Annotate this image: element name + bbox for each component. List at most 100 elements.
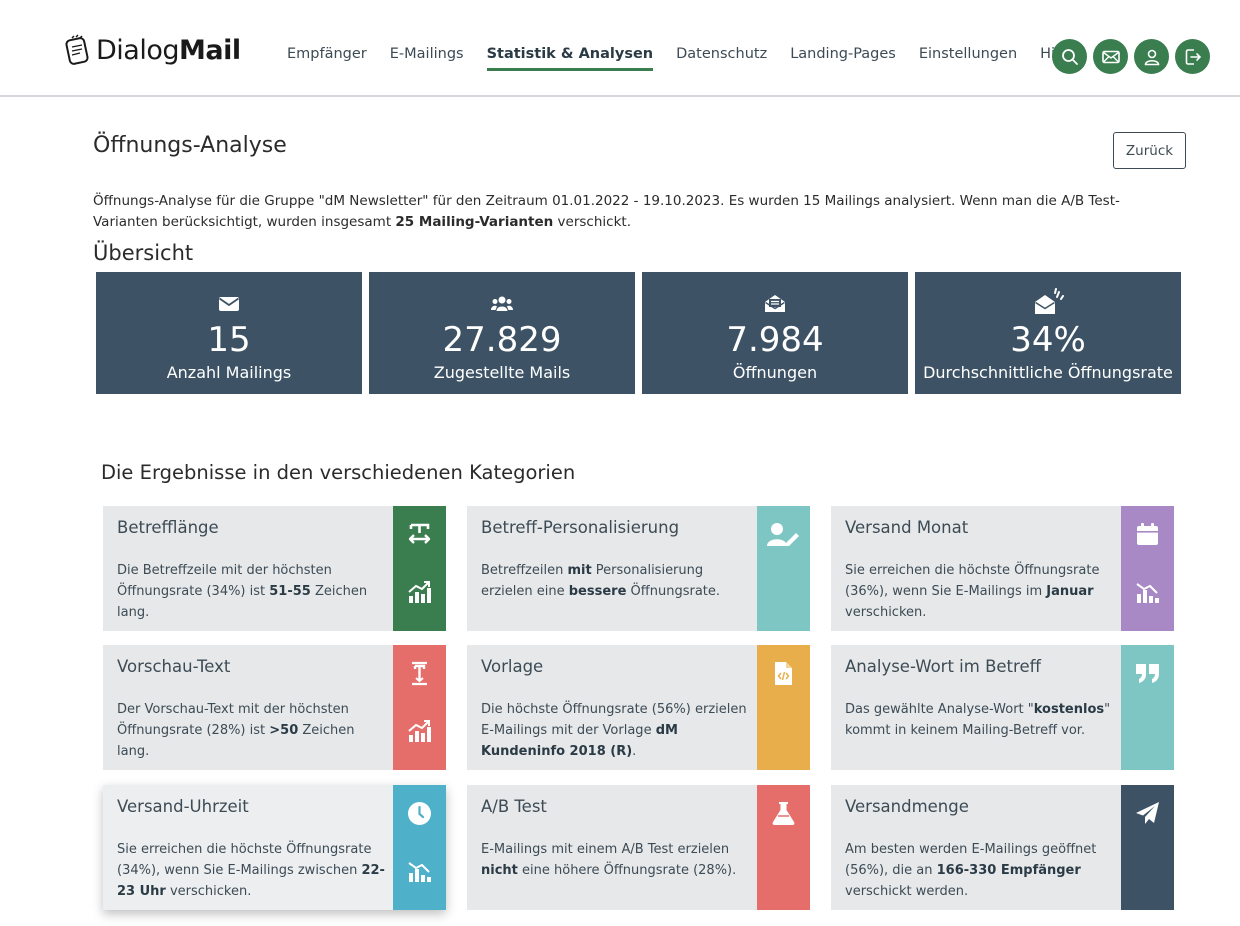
card-versand-monat[interactable]: Versand Monat Sie erreichen die höchste … (831, 506, 1174, 631)
card-vorschau-text[interactable]: Vorschau-Text Der Vorschau-Text mit der … (103, 645, 446, 770)
text-height-icon (407, 661, 432, 686)
card-vorlage[interactable]: Vorlage Die höchste Öffnungsrate (56%) e… (467, 645, 810, 770)
card-text: Sie erreichen die höchste Öffnungsrate (… (117, 842, 385, 899)
main-nav: Empfänger E-Mailings Statistik & Analyse… (287, 46, 1096, 71)
chart-mixed-icon (1135, 580, 1160, 605)
card-text-highlight: nicht (481, 863, 518, 878)
page-title: Öffnungs-Analyse (93, 133, 287, 158)
top-header: DialogMail Empfänger E-Mailings Statisti… (0, 0, 1240, 97)
stat-value: 7.984 (726, 320, 824, 360)
dialogmail-logo[interactable]: DialogMail (64, 32, 241, 68)
card-betreff-personalisierung[interactable]: Betreff-Personalisierung Betreffzeilen m… (467, 506, 810, 631)
flask-icon (771, 801, 796, 826)
nav-item-empfaenger[interactable]: Empfänger (287, 46, 367, 62)
users-icon (369, 292, 635, 316)
chart-up-icon (407, 580, 432, 605)
card-icon-strip (393, 785, 446, 910)
stat-label: Öffnungen (732, 363, 818, 382)
clock-icon (407, 801, 432, 826)
stat-tile-mailings: 15 Anzahl Mailings (96, 272, 362, 394)
stat-tile-delivered: 27.829 Zugestellte Mails (369, 272, 635, 394)
card-ab-test[interactable]: A/B Test E-Mailings mit einem A/B Test e… (467, 785, 810, 910)
card-title: Betreff-Personalisierung (481, 518, 680, 537)
header-actions (1052, 39, 1216, 74)
card-title: Analyse-Wort im Betreff (845, 657, 1041, 676)
text-width-icon (407, 522, 432, 547)
search-icon (1061, 48, 1078, 65)
intro-text-end: verschickt. (553, 214, 631, 230)
search-button[interactable] (1052, 39, 1087, 74)
quote-icon (1135, 661, 1160, 686)
card-analyse-wort[interactable]: Analyse-Wort im Betreff Das gewählte Ana… (831, 645, 1174, 770)
chart-up-icon (407, 719, 432, 744)
card-text: Betreffzeilen mit Personalisierung erzie… (481, 563, 721, 599)
nav-item-e-mailings[interactable]: E-Mailings (389, 46, 464, 62)
mail-button[interactable] (1093, 39, 1128, 74)
categories-heading: Die Ergebnisse in den verschiedenen Kate… (101, 461, 576, 484)
back-button[interactable]: Zurück (1113, 132, 1186, 169)
envelope-icon (1101, 50, 1120, 63)
file-code-icon (771, 661, 796, 686)
card-title: Versand Monat (845, 518, 969, 537)
card-text-highlight: dM Kundeninfo 2018 (R) (481, 723, 678, 759)
chart-mixed-icon (407, 859, 432, 884)
card-text: Die Betreffzeile mit der höchsten Öffnun… (117, 563, 368, 620)
logout-icon (1185, 48, 1201, 65)
envelope-icon (96, 292, 362, 316)
envelope-open-text-icon (642, 292, 908, 316)
paper-plane-icon (1135, 801, 1160, 826)
card-text: Das gewählte Analyse-Wort "kostenlos" ko… (845, 702, 1111, 738)
card-text-highlight: 51-55 (269, 584, 311, 599)
nav-item-einstellungen[interactable]: Einstellungen (918, 46, 1018, 62)
card-text-highlight: Januar (1046, 584, 1094, 599)
card-text: Sie erreichen die höchste Öffnungsrate (… (845, 563, 1100, 620)
user-icon (1144, 49, 1159, 65)
card-icon-strip (393, 506, 446, 631)
card-title: Versandmenge (845, 797, 969, 816)
card-icon-strip (757, 506, 810, 631)
card-text: Der Vorschau-Text mit der höchsten Öffnu… (117, 702, 355, 759)
nav-item-landing-pages[interactable]: Landing-Pages (790, 46, 896, 62)
card-versand-uhrzeit[interactable]: Versand-Uhrzeit Sie erreichen die höchst… (103, 785, 446, 910)
envelope-open-sparkle-icon (915, 288, 1181, 316)
card-icon-strip (757, 645, 810, 770)
card-text-highlight: mit (567, 563, 592, 578)
stat-value: 34% (1010, 320, 1086, 360)
profile-button[interactable] (1134, 39, 1169, 74)
card-versandmenge[interactable]: Versandmenge Am besten werden E-Mailings… (831, 785, 1174, 910)
card-text: E-Mailings mit einem A/B Test erzielen n… (481, 842, 737, 878)
stat-tile-opens: 7.984 Öffnungen (642, 272, 908, 394)
card-title: A/B Test (481, 797, 547, 816)
intro-text-bold: 25 Mailing-Varianten (395, 214, 554, 230)
nav-item-datenschutz[interactable]: Datenschutz (676, 46, 768, 62)
card-betrefflaenge[interactable]: Betrefflänge Die Betreffzeile mit der hö… (103, 506, 446, 631)
intro-text: Öffnungs-Analyse für die Gruppe "dM News… (93, 191, 1153, 233)
card-title: Vorlage (481, 657, 544, 676)
card-icon-strip (757, 785, 810, 910)
stat-label: Zugestellte Mails (433, 363, 571, 382)
stat-label: Anzahl Mailings (166, 363, 292, 382)
card-text: Die höchste Öffnungsrate (56%) erzielen … (481, 702, 747, 759)
logo-text: DialogMail (96, 34, 241, 66)
card-text-highlight: kostenlos (1033, 702, 1105, 717)
card-text-highlight: bessere (568, 584, 627, 599)
card-icon-strip (1121, 506, 1174, 631)
stat-value: 15 (207, 320, 251, 360)
logout-button[interactable] (1175, 39, 1210, 74)
card-text: Am besten werden E-Mailings geöffnet (56… (845, 842, 1097, 899)
card-title: Betrefflänge (117, 518, 219, 537)
card-text-highlight: >50 (269, 723, 299, 738)
card-title: Versand-Uhrzeit (117, 797, 249, 816)
calendar-icon (1135, 522, 1160, 547)
card-text-highlight: 166-330 Empfänger (936, 863, 1081, 878)
stats-row: 15 Anzahl Mailings 27.829 Zugestellte Ma… (96, 272, 1188, 394)
overview-heading: Übersicht (93, 241, 194, 265)
card-icon-strip (1121, 785, 1174, 910)
nav-item-statistik[interactable]: Statistik & Analysen (486, 46, 654, 71)
user-edit-icon (767, 522, 800, 547)
stat-label: Durchschnittliche Öffnungsrate (923, 363, 1173, 382)
card-icon-strip (393, 645, 446, 770)
stat-tile-open-rate: 34% Durchschnittliche Öffnungsrate (915, 272, 1181, 394)
card-title: Vorschau-Text (117, 657, 231, 676)
card-text-highlight: 22-23 Uhr (117, 863, 385, 899)
